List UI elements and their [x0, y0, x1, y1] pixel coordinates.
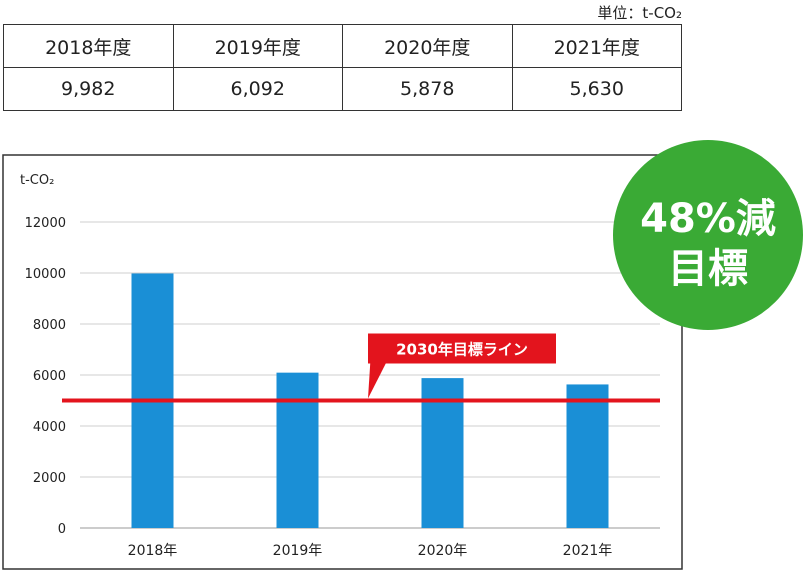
table-value-cell: 5,630	[511, 67, 682, 111]
category-label: 2020年	[418, 543, 468, 559]
badge-line1: 48%減	[640, 196, 776, 242]
target-label: 2030年目標ライン	[396, 341, 528, 359]
category-label: 2018年	[128, 543, 178, 559]
reduction-badge: 48%減 目標	[613, 140, 803, 330]
target-line-group: 2030年目標ライン	[62, 333, 660, 403]
table-value-cell: 6,092	[172, 67, 343, 111]
bar	[421, 378, 464, 528]
category-label: 2019年	[273, 543, 323, 559]
category-label: 2021年	[563, 543, 613, 559]
y-tick-label: 4000	[33, 420, 66, 435]
bar	[566, 384, 609, 528]
y-tick-label: 8000	[33, 318, 66, 333]
badge-circle	[613, 140, 803, 330]
y-tick-label: 6000	[33, 369, 66, 384]
target-callout-box	[368, 333, 556, 364]
table-value-row: 9,982 6,092 5,878 5,630	[3, 67, 682, 111]
y-tick-labels: 0 2000 4000 6000 8000 10000 12000	[25, 216, 66, 537]
y-tick-label: 2000	[33, 471, 66, 486]
bar	[276, 372, 319, 528]
y-tick-label: 0	[58, 522, 66, 537]
category-labels: 2018年 2019年 2020年 2021年	[128, 543, 613, 559]
table-header-row: 2018年度 2019年度 2020年度 2021年度	[3, 24, 682, 68]
table-header-cell: 2018年度	[3, 24, 174, 68]
y-tick-label: 10000	[25, 267, 66, 282]
y-axis-label: t-CO₂	[20, 173, 54, 188]
badge-line2: 目標	[668, 246, 748, 292]
table-header-cell: 2021年度	[511, 24, 682, 68]
emissions-table: 2018年度 2019年度 2020年度 2021年度 9,982 6,092 …	[3, 24, 682, 111]
table-header-cell: 2019年度	[172, 24, 343, 68]
y-tick-label: 12000	[25, 216, 66, 231]
table-value-cell: 5,878	[342, 67, 513, 111]
table-value-cell: 9,982	[3, 67, 174, 111]
table-header-cell: 2020年度	[342, 24, 513, 68]
unit-label: 単位：t-CO₂	[597, 4, 682, 22]
